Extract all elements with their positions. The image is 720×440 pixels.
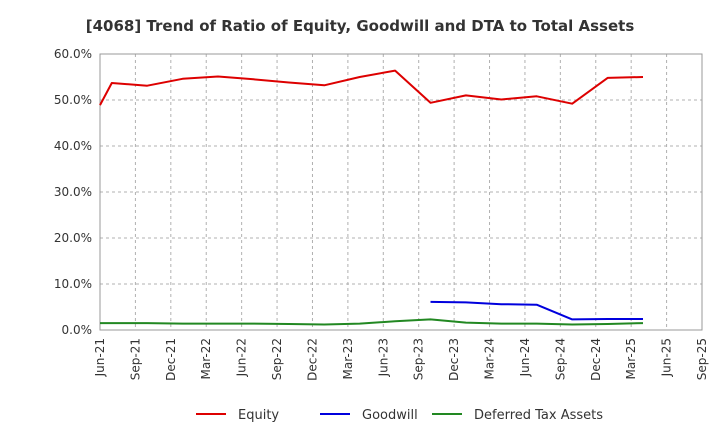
grid [100,54,702,330]
series-lines [99,69,644,326]
x-tick-label: Sep-24 [553,338,567,380]
y-tick-label: 10.0% [54,277,92,291]
x-tick-label: Sep-22 [270,338,284,380]
legend: Equity Goodwill Deferred Tax Assets [196,408,603,423]
x-axis: Jun-21 Sep-21 Dec-21 Mar-22 Jun-22 Sep-22 Dec-… [93,338,709,381]
x-tick-label: Jun-25 [660,338,674,377]
x-tick-label: Sep-25 [695,338,709,380]
y-tick-label: 40.0% [54,139,92,153]
x-tick-label: Dec-23 [447,338,461,381]
x-tick-label: Dec-24 [589,338,603,381]
y-tick-label: 0.0% [62,323,93,337]
x-tick-label: Jun-24 [518,338,532,377]
plot-area [99,53,703,331]
y-tick-label: 20.0% [54,231,92,245]
x-tick-label: Sep-23 [412,338,426,380]
series-line-goodwill [430,300,643,321]
y-tick-label: 30.0% [54,185,92,199]
x-tick-label: Jun-22 [235,338,249,377]
y-tick-label: 60.0% [54,47,92,61]
x-tick-label: Dec-22 [305,338,319,381]
x-tick-label: Mar-25 [624,338,638,379]
x-tick-label: Dec-21 [164,338,178,381]
x-tick-label: Mar-23 [341,338,355,379]
legend-label: Equity [238,408,279,423]
x-tick-label: Mar-24 [483,338,497,379]
x-tick-label: Sep-21 [128,338,142,380]
x-tick-label: Jun-23 [376,338,390,377]
series-line-equity [99,69,644,106]
legend-label: Goodwill [362,408,418,423]
y-axis: 0.0% 10.0% 20.0% 30.0% 40.0% 50.0% 60.0% [54,47,92,337]
legend-label: Deferred Tax Assets [474,408,603,423]
chart-title: [4068] Trend of Ratio of Equity, Goodwil… [86,17,635,35]
y-tick-label: 50.0% [54,93,92,107]
series-line-deferred-tax-assets [100,318,644,326]
x-tick-label: Mar-22 [199,338,213,379]
x-tick-label: Jun-21 [93,338,107,377]
